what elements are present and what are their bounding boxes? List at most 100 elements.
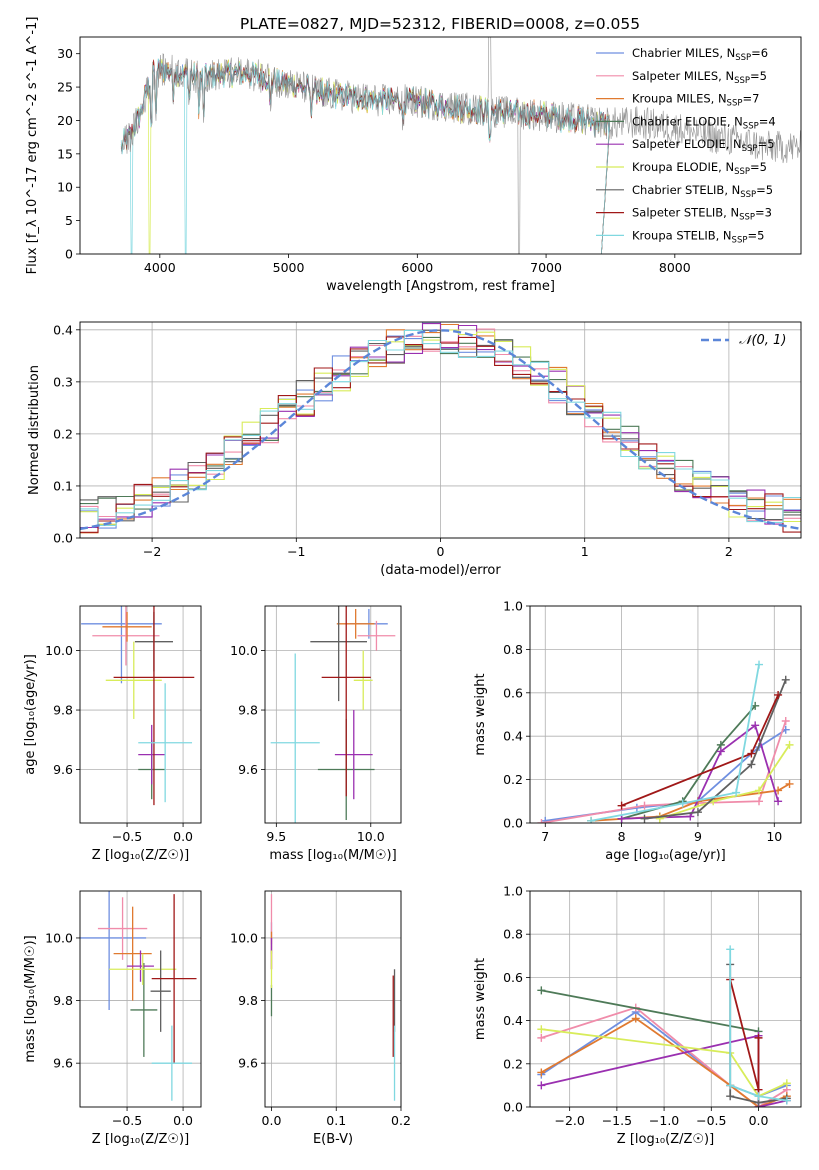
weight_vs_age-y-tick-label: 0.4 bbox=[503, 729, 523, 744]
kroupa_stelib-histogram bbox=[80, 329, 801, 526]
kroupa_elodie-legend-label: Kroupa ELODIE, NSSP=5 bbox=[632, 160, 767, 177]
axes-frame bbox=[264, 890, 402, 1108]
salpeter_stelib-legend-label: Salpeter STELIB, NSSP=3 bbox=[632, 206, 772, 223]
mass_vs_ebv-y-tick-label: 9.8 bbox=[238, 993, 258, 1008]
chabrier_elodie-legend-label: Chabrier ELODIE, NSSP=4 bbox=[632, 114, 776, 131]
kroupa_stelib-weight-marker bbox=[678, 799, 687, 808]
axes-frame bbox=[529, 890, 802, 1108]
spectrum-title: PLATE=0827, MJD=52312, FIBERID=0008, z=0… bbox=[240, 15, 640, 33]
age_vs_z-x-tick-label: 0.0 bbox=[173, 829, 193, 844]
spectrum-y-tick-label: 10 bbox=[57, 180, 73, 195]
spectrum-x-tick-label: 5000 bbox=[273, 260, 305, 275]
kroupa_elodie-weight-marker bbox=[537, 1025, 546, 1034]
spectrum-x-tick-label: 4000 bbox=[144, 260, 176, 275]
salpeter_miles-weight-marker bbox=[640, 801, 649, 810]
spectrum-y-tick-label: 25 bbox=[57, 80, 73, 95]
weight_vs_z-x-tick-label: −2.0 bbox=[554, 1113, 584, 1128]
kroupa_stelib-weight-marker bbox=[726, 1081, 735, 1090]
legend-subscript: SSP bbox=[732, 235, 748, 245]
chabrier_miles-legend-label: Chabrier MILES, NSSP=6 bbox=[632, 46, 768, 63]
legend-subscript: SSP bbox=[743, 121, 759, 131]
mass_vs_z-x-tick-label: −0.5 bbox=[112, 1113, 142, 1128]
mass_vs_ebv-x-tick-label: 0.0 bbox=[262, 1113, 282, 1128]
kroupa_miles-weight-marker bbox=[631, 1014, 640, 1023]
legend-count: =5 bbox=[758, 137, 775, 151]
axes-frame bbox=[79, 890, 202, 1108]
weight_vs_z-x-label: Z [log₁₀(Z/Z☉)] bbox=[617, 1132, 714, 1147]
weight_vs_age-y-tick-label: 0.8 bbox=[503, 642, 523, 657]
age_vs_z-plot-area bbox=[81, 606, 195, 806]
residuals-x-tick-label: 1 bbox=[581, 544, 589, 559]
weight_vs_age-x-label: age [log₁₀(age/yr)] bbox=[605, 848, 726, 863]
kroupa_stelib-legend-label: Kroupa STELIB, NSSP=5 bbox=[632, 228, 764, 245]
mass_vs_ebv-axes: 0.0 0.1 0.2 9.6 9.8 10.0 E(B-V) bbox=[230, 890, 411, 1147]
salpeter_miles-legend-label: Salpeter MILES, NSSP=5 bbox=[632, 69, 767, 86]
age_vs_z-y-label: age [log₁₀(age/yr)] bbox=[23, 654, 38, 775]
salpeter_elodie-weight-marker bbox=[537, 1081, 546, 1090]
mass_vs_ebv-y-tick-label: 10.0 bbox=[230, 930, 258, 945]
salpeter_stelib-weight-marker bbox=[617, 801, 626, 810]
chabrier_stelib-weight-marker bbox=[693, 808, 702, 817]
kroupa_stelib-weight-marker bbox=[587, 816, 596, 823]
mass_vs_z-x-label: Z [log₁₀(Z/Z☉)] bbox=[92, 1132, 189, 1147]
chabrier_elodie-weight-marker bbox=[537, 986, 546, 995]
legend-subscript: SSP bbox=[740, 190, 756, 200]
salpeter_elodie-weight-marker bbox=[774, 797, 783, 806]
weight_vs_z-y-label: mass weight bbox=[473, 958, 488, 1040]
legend-text: Salpeter ELODIE, N bbox=[632, 137, 742, 151]
salpeter_miles-weight-marker bbox=[537, 819, 546, 823]
legend-subscript: SSP bbox=[727, 99, 743, 109]
spectrum-x-tick-label: 6000 bbox=[401, 260, 433, 275]
legend-text: Chabrier MILES, N bbox=[632, 46, 735, 60]
weight_vs_z-x-tick-label: 0.0 bbox=[749, 1113, 769, 1128]
kroupa_miles-legend-label: Kroupa MILES, NSSP=7 bbox=[632, 92, 759, 109]
age_vs_mass-y-tick-label: 9.6 bbox=[238, 762, 258, 777]
spectrum-y-tick-label: 20 bbox=[57, 113, 73, 128]
legend-subscript: SSP bbox=[739, 213, 755, 223]
weight_vs_z-y-tick-label: 0.4 bbox=[503, 1013, 523, 1028]
legend-text: Salpeter MILES, N bbox=[632, 69, 734, 83]
salpeter_miles-weight-marker bbox=[755, 797, 764, 806]
age_vs_mass-plot-area bbox=[270, 606, 396, 823]
weight_vs_z-plot-area bbox=[537, 945, 791, 1107]
kroupa_elodie-weight-line bbox=[541, 1028, 788, 1098]
weight_vs_age-y-tick-label: 0.2 bbox=[503, 772, 523, 787]
mass_vs_z-y-tick-label: 10.0 bbox=[45, 930, 73, 945]
weight_vs_z-y-tick-label: 1.0 bbox=[503, 884, 523, 899]
chabrier_stelib-legend-label: Chabrier STELIB, NSSP=5 bbox=[632, 183, 773, 200]
chabrier_stelib-weight-marker bbox=[640, 814, 649, 823]
mass_vs_z-x-tick-label: 0.0 bbox=[173, 1113, 193, 1128]
axes-frame bbox=[79, 321, 802, 539]
weight_vs_z-y-tick-label: 0.0 bbox=[503, 1100, 523, 1115]
salpeter_elodie-weight-marker bbox=[716, 747, 725, 756]
weight_vs_age-x-tick-label: 9 bbox=[694, 829, 702, 844]
legend-count: =5 bbox=[750, 160, 767, 174]
chabrier_elodie-weight-line bbox=[541, 989, 759, 1033]
age_vs_z-y-tick-label: 9.8 bbox=[53, 703, 73, 718]
kroupa_stelib-weight-line bbox=[590, 664, 760, 822]
salpeter_elodie-weight-marker bbox=[617, 814, 626, 823]
kroupa_stelib-weight-marker bbox=[754, 1092, 763, 1101]
chabrier_stelib-weight-marker bbox=[781, 675, 790, 684]
residuals-y-tick-label: 0.2 bbox=[53, 426, 73, 441]
spectrum-x-tick-label: 8000 bbox=[659, 260, 691, 275]
mass_vs_z-plot-area bbox=[80, 891, 197, 1101]
salpeter_stelib-weight-marker bbox=[774, 690, 783, 699]
weight_vs_age-plot-area bbox=[537, 660, 794, 823]
age_vs_z-y-tick-label: 10.0 bbox=[45, 643, 73, 658]
residuals-x-tick-label: 0 bbox=[437, 544, 445, 559]
kroupa_elodie-weight-marker bbox=[785, 740, 794, 749]
age_vs_mass-axes: 9.5 10.0 9.6 9.8 10.0 mass [log₁₀(M/M☉)] bbox=[230, 605, 402, 863]
residuals-x-tick-label: 2 bbox=[725, 544, 733, 559]
legend-subscript: SSP bbox=[742, 144, 758, 154]
spectrum-y-tick-label: 0 bbox=[65, 247, 73, 262]
weight_vs_z-y-tick-label: 0.2 bbox=[503, 1056, 523, 1071]
residuals-grid bbox=[80, 322, 801, 539]
spectrum-y-tick-label: 30 bbox=[57, 46, 73, 61]
age_vs_mass-y-tick-label: 9.8 bbox=[238, 703, 258, 718]
age_vs_mass-grid bbox=[265, 606, 401, 823]
age_vs_mass-x-tick-label: 10.0 bbox=[357, 829, 385, 844]
spectrum-x-tick-label: 7000 bbox=[530, 260, 562, 275]
chabrier_miles-weight-marker bbox=[541, 816, 550, 823]
